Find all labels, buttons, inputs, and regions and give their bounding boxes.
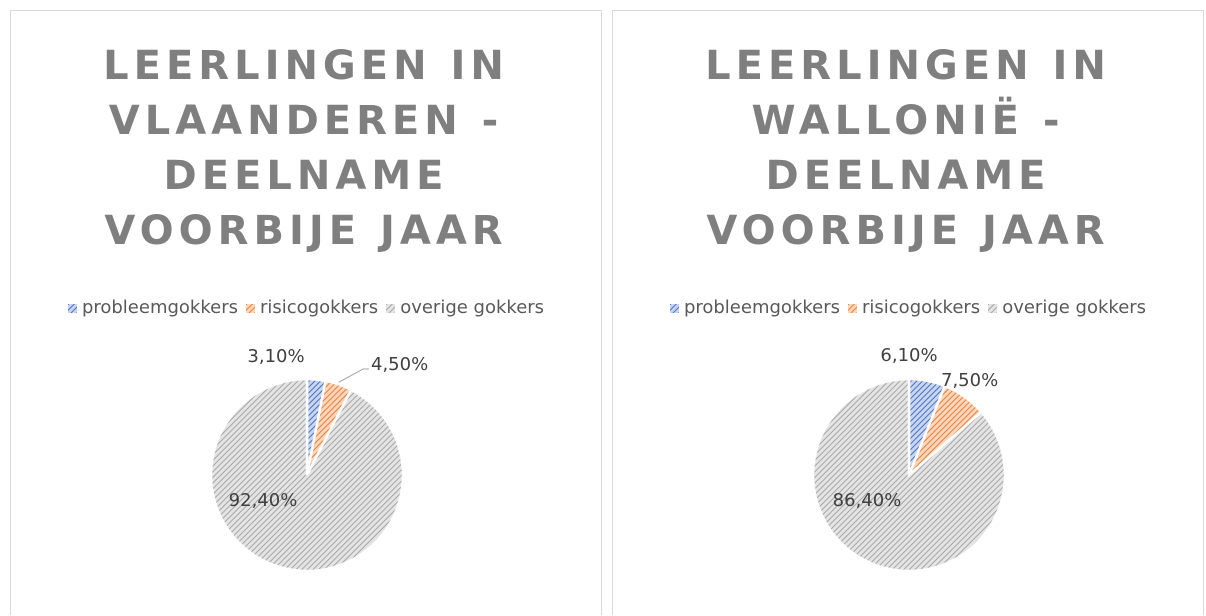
legend-swatch	[988, 303, 998, 313]
legend-label: risicogokkers	[862, 297, 981, 318]
legend-item: risicogokkers	[246, 297, 378, 318]
legend: probleemgokkers risicogokkers overige gokk…	[11, 297, 601, 318]
leader-line	[338, 368, 369, 383]
chart-panel: LEERLINGEN IN WALLONIË - DEELNAME VOORBI…	[612, 10, 1204, 615]
legend-item: overige gokkers	[988, 297, 1146, 318]
data-label: 6,10%	[880, 345, 937, 366]
legend: probleemgokkers risicogokkers overige gokk…	[613, 297, 1203, 318]
data-label: 4,50%	[371, 354, 428, 375]
pie-chart: 6,10%7,50% 86,40%	[811, 345, 1007, 573]
legend-item: probleemgokkers	[67, 297, 238, 318]
legend-label: probleemgokkers	[81, 297, 238, 318]
legend-swatch	[246, 303, 255, 313]
legend-label: overige gokkers	[1002, 297, 1147, 318]
pie-slice	[811, 377, 1007, 573]
legend-swatch	[669, 303, 679, 313]
legend-swatch	[67, 303, 77, 313]
legend-marker	[386, 303, 396, 313]
data-label: 3,10%	[247, 346, 304, 367]
data-label: 7,50%	[941, 370, 998, 391]
data-label: 86,40%	[833, 490, 902, 511]
legend-marker	[848, 303, 857, 313]
chart-title: LEERLINGEN IN WALLONIË - DEELNAME VOORBI…	[705, 43, 1111, 254]
chart-title: LEERLINGEN IN VLAANDEREN - DEELNAME VOOR…	[103, 43, 509, 254]
pie-chart: 3,10% 4,50% 92,40%	[209, 346, 428, 573]
pie-slice	[209, 377, 405, 573]
legend-marker	[67, 303, 77, 313]
legend-marker	[669, 303, 679, 313]
legend-marker	[988, 303, 998, 313]
legend-swatch	[386, 303, 396, 313]
legend-marker	[246, 303, 255, 313]
data-label: 92,40%	[229, 490, 298, 511]
chart-panel: LEERLINGEN IN VLAANDEREN - DEELNAME VOOR…	[10, 10, 602, 615]
legend-label: overige gokkers	[400, 297, 545, 318]
legend-swatch	[848, 303, 857, 313]
legend-item: risicogokkers	[848, 297, 980, 318]
legend-label: probleemgokkers	[683, 297, 840, 318]
legend-item: overige gokkers	[386, 297, 544, 318]
legend-item: probleemgokkers	[669, 297, 840, 318]
legend-label: risicogokkers	[260, 297, 379, 318]
